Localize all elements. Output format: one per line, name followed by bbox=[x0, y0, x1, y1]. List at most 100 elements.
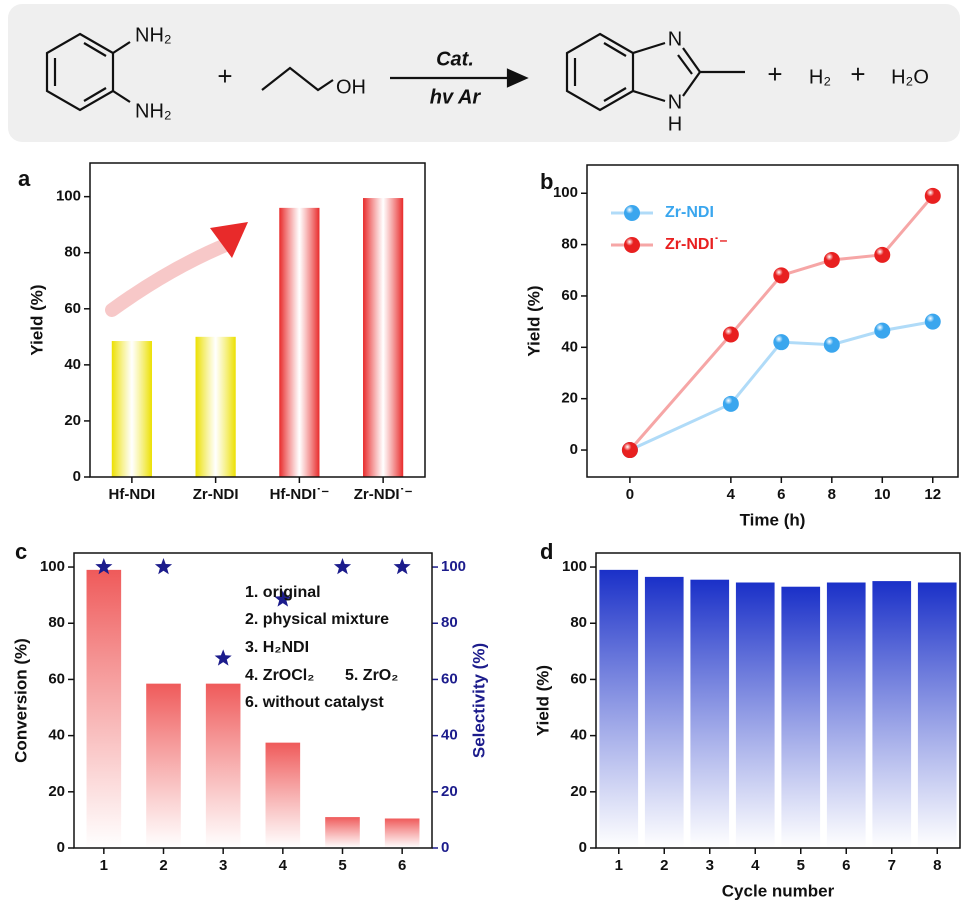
ethanol-chain bbox=[261, 66, 334, 92]
y2-tick-label: 0 bbox=[441, 839, 449, 856]
series-line bbox=[628, 194, 934, 452]
y-tick-label: 80 bbox=[48, 614, 65, 631]
legend-marker bbox=[624, 205, 640, 221]
x-tick-label: 0 bbox=[626, 486, 634, 503]
y-tick-label: 100 bbox=[56, 188, 81, 205]
star-marker bbox=[154, 558, 173, 575]
bar bbox=[644, 576, 684, 848]
x-tick-label: 1 bbox=[615, 857, 623, 874]
atom-label: N bbox=[668, 91, 682, 113]
atom-label: N bbox=[668, 28, 682, 50]
series-marker bbox=[823, 252, 840, 269]
y2-tick-label: 80 bbox=[441, 614, 458, 631]
arrow-head bbox=[506, 68, 529, 88]
legend-label: Zr-NDI˙⁻ bbox=[665, 236, 728, 253]
star-marker bbox=[333, 558, 352, 575]
plus-sign: + bbox=[850, 59, 865, 89]
bar bbox=[146, 683, 181, 848]
y2-tick-label: 20 bbox=[441, 783, 458, 800]
x-tick-label: 8 bbox=[933, 857, 941, 874]
bond bbox=[112, 90, 131, 103]
y-tick-label: 0 bbox=[579, 839, 587, 856]
x-axis-label: Time (h) bbox=[740, 510, 806, 529]
hydrogen-label: H₂ bbox=[809, 66, 831, 88]
bar bbox=[265, 742, 301, 848]
double-bond bbox=[603, 87, 627, 102]
bond bbox=[632, 41, 666, 55]
plot-frame bbox=[73, 552, 433, 849]
plot-frame bbox=[586, 164, 959, 478]
star-marker bbox=[95, 558, 113, 575]
y-tick-label: 80 bbox=[64, 244, 81, 261]
amine-label: NH₂ bbox=[135, 24, 172, 46]
x-tick-label: Hf-NDI bbox=[109, 486, 156, 503]
x-tick-label: 4 bbox=[727, 486, 736, 503]
y-tick-label: 60 bbox=[64, 300, 81, 317]
bar bbox=[599, 569, 639, 848]
y-tick-label: 60 bbox=[561, 287, 578, 304]
y2-tick-label: 60 bbox=[441, 670, 458, 687]
x-tick-label: 6 bbox=[842, 857, 850, 874]
y-tick-label: 60 bbox=[48, 670, 65, 687]
atom-label: H bbox=[668, 113, 682, 135]
bond bbox=[682, 47, 701, 73]
plot-frame bbox=[89, 162, 426, 478]
plus-sign: + bbox=[767, 59, 782, 89]
y-tick-label: 80 bbox=[561, 236, 578, 253]
y-axis-label: Yield (%) bbox=[524, 285, 543, 356]
panel-label: c bbox=[15, 539, 27, 564]
y-tick-label: 40 bbox=[561, 338, 578, 355]
bar bbox=[205, 683, 241, 848]
x-tick-label: 2 bbox=[660, 857, 668, 874]
bar bbox=[690, 579, 730, 848]
x-tick-label: 4 bbox=[751, 857, 760, 874]
panel-label: b bbox=[540, 169, 553, 194]
annotation: 3. H₂NDI bbox=[245, 639, 309, 656]
bar bbox=[735, 582, 775, 848]
plot-frame bbox=[595, 552, 961, 849]
annotation: 1. original bbox=[245, 584, 321, 601]
bar bbox=[781, 586, 821, 848]
x-tick-label: 5 bbox=[797, 857, 805, 874]
x-tick-label: Zr-NDI bbox=[193, 486, 239, 503]
y-tick-label: 100 bbox=[40, 558, 65, 575]
y-tick-label: 0 bbox=[570, 441, 578, 458]
x-tick-label: 3 bbox=[219, 857, 227, 874]
x-tick-label: 6 bbox=[398, 857, 406, 874]
series-marker bbox=[773, 334, 790, 351]
series-marker bbox=[621, 442, 638, 459]
double-bond bbox=[83, 42, 107, 57]
bar bbox=[363, 198, 404, 477]
x-tick-label: 5 bbox=[338, 857, 346, 874]
y-tick-label: 20 bbox=[64, 412, 81, 429]
series-marker bbox=[823, 336, 840, 353]
x-tick-label: 3 bbox=[706, 857, 714, 874]
annotation: 5. ZrO₂ bbox=[345, 667, 398, 684]
panel-label: d bbox=[540, 539, 553, 564]
plus-sign: + bbox=[217, 61, 232, 91]
y2-axis-label: Selectivity (%) bbox=[469, 643, 488, 758]
y-tick-label: 100 bbox=[553, 184, 578, 201]
bar bbox=[826, 582, 866, 848]
x-tick-label: Zr-NDI˙⁻ bbox=[354, 486, 413, 503]
panel-label: a bbox=[18, 166, 31, 191]
x-tick-label: Hf-NDI˙⁻ bbox=[270, 486, 330, 503]
y2-tick-label: 40 bbox=[441, 727, 458, 744]
bar bbox=[325, 817, 360, 848]
star-marker bbox=[214, 649, 232, 666]
x-tick-label: 10 bbox=[874, 486, 891, 503]
series-marker bbox=[722, 395, 739, 412]
trend-arrow-head bbox=[210, 222, 248, 258]
bar bbox=[195, 336, 236, 477]
bond bbox=[112, 41, 131, 54]
bar bbox=[86, 569, 122, 848]
bar bbox=[111, 341, 152, 477]
x-tick-label: 12 bbox=[924, 486, 941, 503]
water-label: H₂O bbox=[891, 66, 929, 88]
y-tick-label: 0 bbox=[57, 839, 65, 856]
y-tick-label: 100 bbox=[562, 558, 587, 575]
y-tick-label: 40 bbox=[64, 356, 81, 373]
x-tick-label: 2 bbox=[159, 857, 167, 874]
series-marker bbox=[773, 267, 790, 284]
y-axis-label: Yield (%) bbox=[533, 665, 552, 736]
